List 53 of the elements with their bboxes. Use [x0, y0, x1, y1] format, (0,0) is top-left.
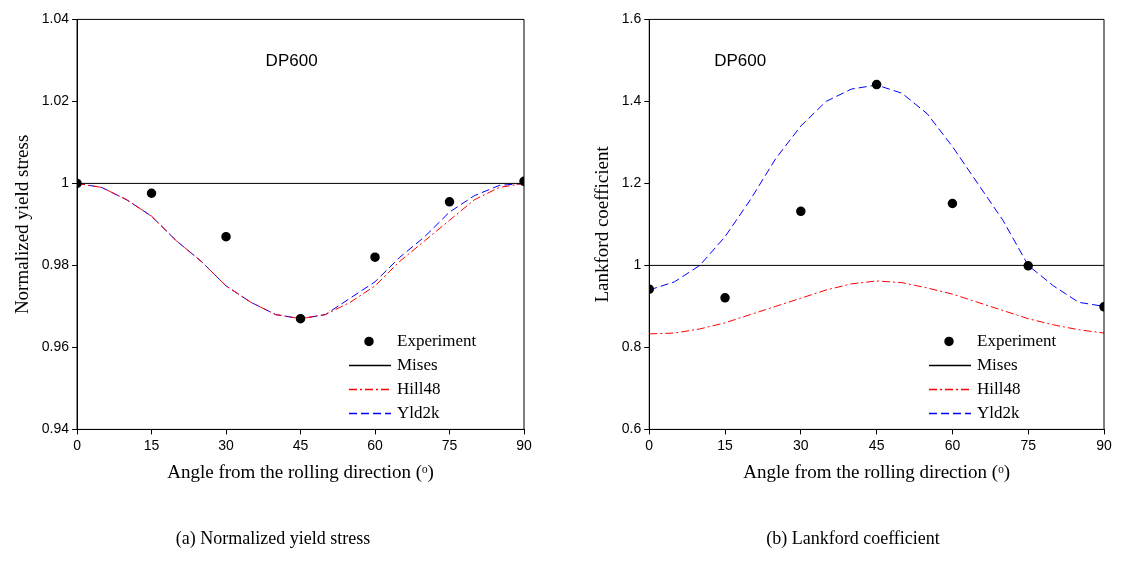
- point: [947, 198, 958, 209]
- x-tick-label: 0: [73, 436, 82, 453]
- x-tick-label: 15: [143, 436, 160, 453]
- legend-label: Mises: [397, 354, 438, 374]
- y-tick-label: 1: [61, 174, 70, 191]
- point: [444, 197, 455, 207]
- y-tick-label: 1.04: [41, 10, 70, 27]
- x-tick-label: 0: [645, 436, 654, 453]
- x-axis-title: Angle from the rolling direction (ᵒ): [167, 460, 434, 483]
- x-axis-title: Angle from the rolling direction (ᵒ): [743, 460, 1010, 483]
- y-tick-label: 1.2: [621, 174, 642, 191]
- text: (b) Lankford coefficient: [766, 528, 940, 549]
- x-tick-label: 60: [367, 436, 384, 453]
- x-tick-label: 30: [218, 436, 235, 453]
- x-tick-label: 90: [1096, 436, 1112, 453]
- text: (a) Normalized yield stress: [175, 528, 371, 549]
- legend-label: Mises: [977, 354, 1018, 374]
- line-series: [649, 280, 1104, 335]
- y-tick-label: 0.94: [41, 420, 70, 437]
- text: DP600: [265, 51, 318, 71]
- y-tick-label: 0.8: [621, 338, 642, 355]
- x-tick-label: 30: [793, 436, 809, 453]
- legend-label: Yld2k: [397, 402, 440, 422]
- point: [796, 206, 806, 217]
- legend-label: Experiment: [397, 330, 477, 350]
- x-tick-label: 90: [516, 436, 532, 453]
- y-tick-label: 1.4: [621, 92, 642, 109]
- y-tick-label: 1: [633, 256, 642, 273]
- y-tick-label: 0.96: [41, 338, 70, 355]
- legend-label: Hill48: [977, 378, 1021, 398]
- x-tick-label: 15: [717, 436, 734, 453]
- y-tick-label: 1.02: [41, 92, 70, 109]
- x-tick-label: 75: [1020, 436, 1037, 453]
- point: [1023, 261, 1033, 271]
- x-tick-label: 60: [944, 436, 961, 453]
- y-tick-label: 0.6: [621, 420, 642, 437]
- point: [871, 79, 882, 90]
- x-tick-label: 45: [292, 436, 309, 453]
- y-tick-label: 1.6: [621, 10, 642, 27]
- legend-label: Yld2k: [977, 402, 1020, 422]
- y-tick-label: 0.98: [41, 256, 70, 273]
- x-tick-label: 45: [868, 436, 885, 453]
- point: [146, 188, 157, 198]
- point: [295, 313, 306, 324]
- legend-label: Hill48: [397, 378, 441, 398]
- point: [370, 252, 380, 262]
- y-axis-title: Lankford coefficient: [591, 145, 613, 303]
- legend-label: Experiment: [977, 330, 1057, 350]
- text: DP600: [714, 51, 767, 71]
- x-tick-label: 75: [441, 436, 458, 453]
- y-axis-title: Normalized yield stress: [11, 134, 33, 315]
- point: [221, 231, 231, 242]
- point: [720, 293, 730, 303]
